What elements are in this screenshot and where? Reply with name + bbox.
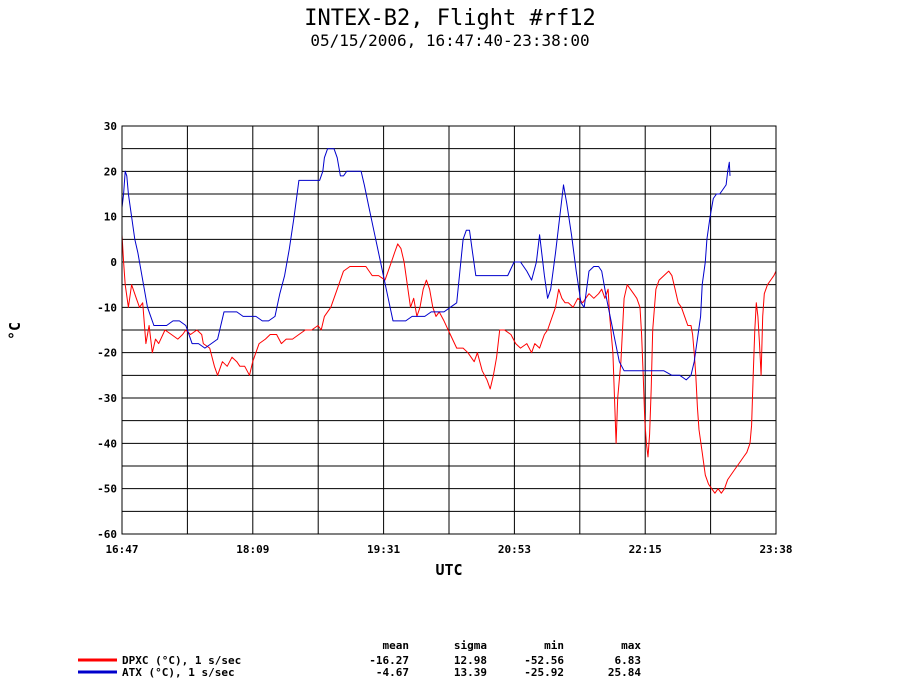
y-tick-label: -50	[97, 483, 117, 496]
y-tick-label: -40	[97, 437, 117, 450]
series-line-atx	[121, 148, 731, 381]
series-line-dpxc	[121, 234, 777, 494]
x-tick-label: 18:09	[236, 543, 269, 556]
stats-header-sigma: sigma	[454, 639, 487, 652]
stat-atx-mean: -4.67	[376, 666, 409, 679]
stat-dpxc-sigma: 12.98	[454, 654, 487, 667]
x-tick-label: 22:15	[629, 543, 662, 556]
x-axis-label: UTC	[435, 561, 462, 579]
chart-title: INTEX-B2, Flight #rf12	[304, 6, 595, 31]
stat-dpxc-min: -52.56	[524, 654, 564, 667]
stat-dpxc-mean: -16.27	[369, 654, 409, 667]
x-tick-label: 23:38	[759, 543, 792, 556]
chart-subtitle: 05/15/2006, 16:47:40-23:38:00	[310, 31, 589, 50]
stats-header-max: max	[621, 639, 641, 652]
y-tick-label: -30	[97, 392, 117, 405]
plot-frame	[121, 125, 777, 535]
y-tick-label: 20	[104, 165, 117, 178]
x-tick-label: 16:47	[105, 543, 138, 556]
series-layer	[121, 148, 777, 494]
x-tick-label: 20:53	[498, 543, 531, 556]
stats-table: mean sigma min max DPXC (°C), 1 s/sec -1…	[78, 639, 641, 679]
y-tick-label: -60	[97, 528, 117, 541]
stats-header-mean: mean	[383, 639, 410, 652]
y-tick-labels: 30 20 10 0 -10 -20 -30 -40 -50 -60	[97, 120, 117, 541]
y-tick-label: 10	[104, 211, 117, 224]
stat-atx-sigma: 13.39	[454, 666, 487, 679]
x-tick-label: 19:31	[367, 543, 400, 556]
y-tick-label: 0	[110, 256, 117, 269]
grid	[121, 125, 777, 535]
y-tick-label: 30	[104, 120, 117, 133]
stats-header-min: min	[544, 639, 564, 652]
stat-dpxc-max: 6.83	[615, 654, 642, 667]
y-tick-label: -20	[97, 347, 117, 360]
legend-label-atx: ATX (°C), 1 s/sec	[122, 666, 235, 679]
y-tick-label: -10	[97, 301, 117, 314]
legend-label-dpxc: DPXC (°C), 1 s/sec	[122, 654, 241, 667]
stat-atx-min: -25.92	[524, 666, 564, 679]
x-tick-labels: 16:47 18:09 19:31 20:53 22:15 23:38	[105, 543, 792, 556]
y-axis-label: °C	[6, 322, 24, 340]
stat-atx-max: 25.84	[608, 666, 641, 679]
